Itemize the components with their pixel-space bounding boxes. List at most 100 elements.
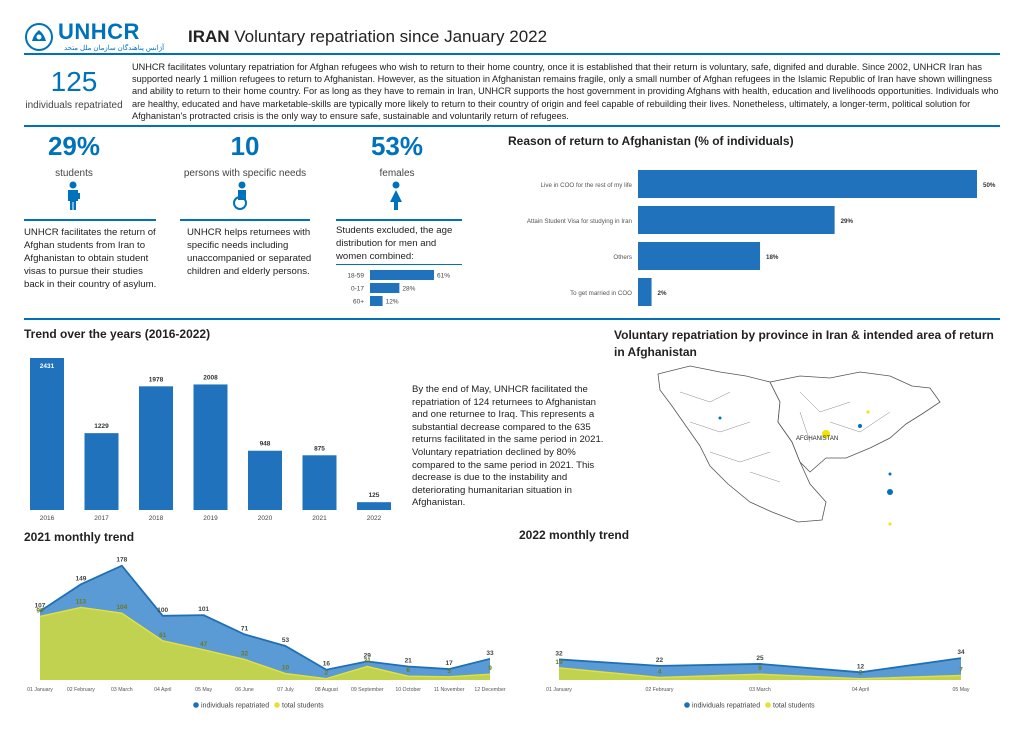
reason-bar	[638, 278, 652, 306]
trend-title: Trend over the years (2016-2022)	[24, 327, 211, 341]
trend-bar	[248, 450, 282, 510]
stat-specific-needs-value: 10	[230, 131, 260, 161]
legend-repatriated-marker	[684, 702, 690, 708]
trend-year-label: 2016	[40, 515, 55, 522]
age-value-label: 28%	[402, 286, 415, 293]
reason-label: Live in COO for the rest of my life	[541, 182, 633, 189]
month-label: 05 May	[195, 687, 212, 693]
month-label: 08 August	[315, 687, 339, 693]
monthly-2022-chart: 32 22 25 12 34 19 4 9 2 7 01 January 02 February 03 …	[546, 649, 970, 710]
point-label-students: 21	[364, 658, 372, 665]
point-label-repatriated: 25	[756, 655, 764, 662]
trend-year-label: 2019	[203, 515, 218, 522]
point-label-repatriated: 12	[857, 663, 865, 670]
page-title: IRAN Voluntary repatriation since Januar…	[188, 27, 548, 46]
month-label: 06 June	[235, 687, 254, 693]
afghanistan-outline	[769, 371, 941, 473]
point-label-students: 9	[758, 665, 762, 672]
students-text: UNHCR facilitates the return of Afghan s…	[24, 227, 157, 290]
trend-bar	[139, 386, 173, 510]
map-center-label: AFGHANISTAN	[796, 436, 838, 442]
trend-year-label: 2018	[149, 515, 164, 522]
stat-students-value: 29%	[47, 131, 101, 161]
age-divider	[336, 264, 462, 265]
point-label-students: 2	[859, 670, 863, 677]
month-label: 10 October	[395, 687, 421, 693]
month-label: 02 February	[67, 687, 95, 693]
stat-students: 29% students	[24, 131, 124, 179]
reason-bar	[638, 170, 977, 198]
reason-label: Others	[613, 254, 632, 261]
stat-females-value: 53%	[370, 131, 424, 161]
age-bar	[370, 283, 400, 293]
legend-repatriated-label: individuals repatriated	[692, 703, 760, 710]
trend-bar	[357, 502, 391, 510]
unhcr-logo: UNHCR آژانس پناهندگان سازمان ملل متحد	[24, 19, 174, 56]
line-students	[558, 667, 962, 680]
trend-value-label: 1978	[149, 376, 164, 383]
header-divider	[24, 53, 1000, 55]
age-bar	[370, 296, 383, 306]
stat-students-label: students	[55, 168, 93, 179]
age-value-label: 12%	[386, 299, 399, 306]
month-label: 01 January	[27, 687, 53, 693]
stat-divider-2	[180, 219, 310, 221]
wheelchair-icon	[233, 181, 247, 210]
monthly-2021-title: 2021 monthly trend	[24, 530, 135, 544]
trend-bar	[302, 455, 337, 510]
reason-value-label: 50%	[983, 182, 996, 189]
stat-specific-needs: 10 persons with specific needs	[180, 131, 310, 179]
age-value-label: 61%	[437, 273, 450, 280]
area-students	[559, 667, 961, 680]
point-label-students: 32	[241, 650, 249, 657]
point-label-repatriated: 22	[656, 657, 664, 664]
trend-year-label: 2021	[312, 515, 327, 522]
point-label-repatriated: 21	[405, 658, 413, 665]
reason-value-label: 2%	[658, 290, 667, 297]
stat-divider-3	[336, 219, 462, 221]
student-icon	[68, 181, 80, 210]
summary-count: 125	[50, 66, 98, 97]
logo-subtext: آژانس پناهندگان سازمان ملل متحد	[64, 45, 165, 52]
month-label: 12 December	[474, 687, 505, 693]
reason-chart-title: Reason of return to Afghanistan (% of in…	[508, 134, 794, 148]
age-label: 0-17	[351, 286, 364, 293]
month-label: 09 September	[351, 687, 384, 693]
age-label: 60+	[353, 299, 364, 306]
area-repatriated	[559, 658, 961, 680]
trend-year-label: 2022	[367, 515, 382, 522]
stat-divider-1	[24, 219, 156, 221]
point-label-repatriated: 71	[241, 625, 249, 632]
specific-needs-text: UNHCR helps returnees with specific need…	[187, 227, 312, 277]
repatriation-map: AFGHANISTAN	[657, 365, 948, 530]
line-repatriated	[39, 564, 491, 671]
legend-students-marker	[274, 702, 280, 708]
point-label-repatriated: 33	[486, 650, 494, 657]
point-label-students: 2	[325, 670, 329, 677]
point-label-repatriated: 100	[157, 607, 168, 614]
trend-chart: 2431 2016 1229 2017 1978 2018 2008 2019 948 2020 8…	[30, 358, 391, 522]
month-label: 02 February	[646, 687, 674, 693]
mid-divider	[24, 318, 1000, 320]
point-label-students: 47	[200, 641, 208, 648]
point-label-students: 61	[159, 632, 167, 639]
age-bar	[370, 270, 434, 280]
point-label-repatriated: 107	[35, 602, 46, 609]
point-label-repatriated: 34	[957, 649, 965, 656]
unhcr-emblem-icon	[25, 23, 53, 51]
trend-value-label: 125	[369, 492, 380, 499]
point-label-repatriated: 101	[198, 606, 209, 613]
month-label: 04 April	[852, 687, 869, 693]
point-label-students: 7	[959, 667, 963, 674]
reason-bar	[638, 206, 835, 234]
reason-chart: Live in COO for the rest of my life 50% At…	[527, 170, 996, 306]
trend-value-label: 1229	[94, 423, 109, 430]
stat-females-label: females	[379, 168, 415, 179]
trend-value-label: 948	[260, 441, 271, 448]
month-label: 11 November	[434, 687, 465, 693]
point-label-students: 104	[116, 604, 127, 611]
legend-students-marker	[765, 702, 771, 708]
age-distribution-chart: 18-59 61% 0-17 28% 60+ 12%	[347, 270, 450, 306]
trend-value-label: 2008	[203, 374, 218, 381]
month-label: 03 March	[749, 687, 771, 693]
